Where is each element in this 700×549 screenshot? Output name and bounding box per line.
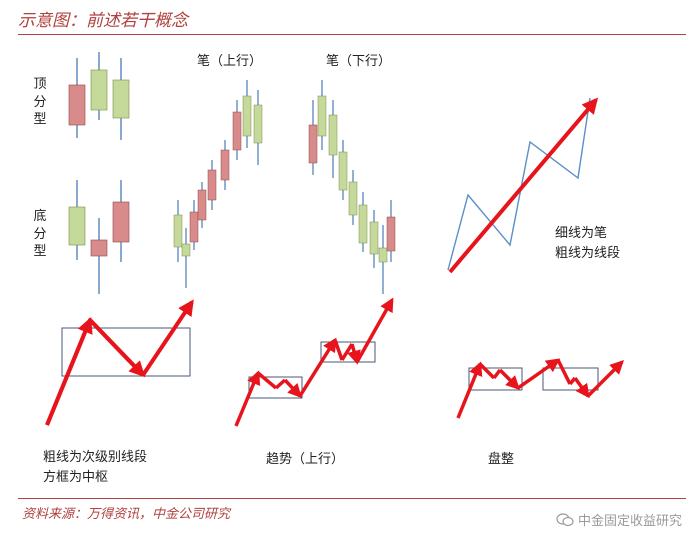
watermark-text: 中金固定收益研究 xyxy=(577,514,682,529)
candle-red xyxy=(90,239,108,257)
label-stroke-up: 笔（上行） xyxy=(197,54,263,69)
source-note: 资料来源：万得资讯，中金公司研究 xyxy=(22,507,231,522)
watermark: 中金固定收益研究 xyxy=(556,510,682,529)
consolidation-box-1 xyxy=(468,367,523,391)
bottom-fractal-group xyxy=(68,180,130,294)
top-divider xyxy=(18,34,686,35)
label-stroke-down: 笔（下行） xyxy=(326,54,392,69)
label-consolidation: 盘整 xyxy=(488,452,515,467)
thick-segment-arrow xyxy=(448,97,599,274)
consolidation-box-2 xyxy=(542,367,599,391)
page-title: 示意图：前述若干概念 xyxy=(18,11,188,31)
candle-red xyxy=(68,84,86,126)
thin-stroke-line xyxy=(447,97,591,271)
candle-green xyxy=(112,79,130,119)
candle-green xyxy=(68,206,86,246)
trend-pivot-box-1 xyxy=(248,376,303,399)
label-bottom-fractal: 底分型 xyxy=(33,209,47,260)
bottom-divider xyxy=(18,498,686,499)
label-thick-line: 粗线为线段 xyxy=(555,246,621,261)
wechat-icon xyxy=(556,512,574,526)
stroke-up-candles xyxy=(173,80,263,288)
pivot-box xyxy=(61,327,191,377)
candle-green xyxy=(90,69,108,111)
stroke-down-candles xyxy=(308,80,396,294)
sub-level-segment-arrows xyxy=(45,318,145,426)
label-trend-up: 趋势（上行） xyxy=(266,452,345,467)
top-fractal-group xyxy=(68,52,130,140)
candle-red xyxy=(112,201,130,243)
label-box-pivot: 方框为中枢 xyxy=(43,470,109,485)
label-thick-sub: 粗线为次级别线段 xyxy=(43,450,148,465)
label-thin-line: 细线为笔 xyxy=(555,226,608,241)
label-top-fractal: 顶分型 xyxy=(33,77,47,128)
